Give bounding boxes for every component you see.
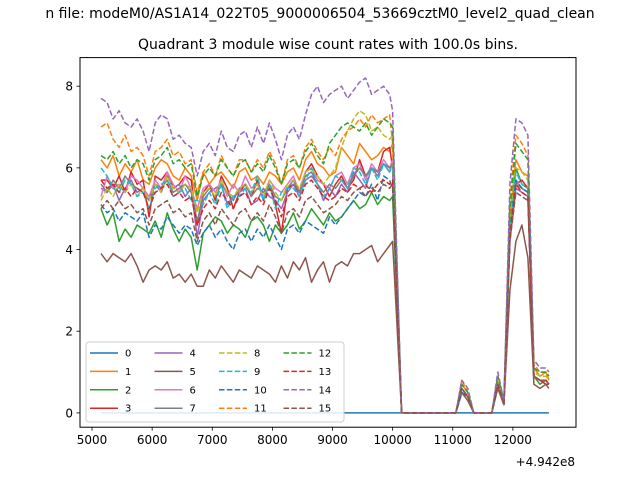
x-tick-label: 11000 (434, 433, 472, 447)
x-offset-label: +4.942e8 (516, 455, 575, 469)
y-axis: 0 2 4 6 8 (65, 80, 80, 420)
y-tick-label: 8 (65, 80, 73, 94)
legend-label-15: 15 (319, 404, 332, 415)
x-tick-label: 10000 (374, 433, 412, 447)
figure-suptitle: n file: modeM0/AS1A14_022T05_9000006504_… (45, 6, 594, 22)
x-tick-label: 8000 (257, 433, 288, 447)
legend-label-4: 4 (190, 349, 196, 360)
x-axis: 5000 6000 7000 8000 9000 10000 11000 12000 (77, 427, 532, 447)
y-tick-label: 6 (65, 161, 73, 175)
x-tick-label: 9000 (317, 433, 348, 447)
legend-label-11: 11 (254, 404, 267, 415)
y-tick-label: 0 (65, 406, 73, 420)
legend-label-9: 9 (254, 367, 260, 378)
x-tick-label: 7000 (197, 433, 228, 447)
legend-label-7: 7 (190, 404, 196, 415)
chart-title: Quadrant 3 module wise count rates with … (138, 37, 518, 53)
y-tick-label: 2 (65, 325, 73, 339)
legend-label-13: 13 (319, 367, 332, 378)
y-tick-label: 4 (65, 243, 73, 257)
legend-label-3: 3 (125, 404, 131, 415)
axes-frame (79, 57, 577, 428)
legend-label-10: 10 (254, 385, 267, 396)
series-line-8 (100, 109, 550, 414)
legend-label-0: 0 (125, 349, 131, 360)
legend-label-8: 8 (254, 349, 260, 360)
legend-label-5: 5 (190, 367, 196, 378)
legend-label-1: 1 (125, 367, 131, 378)
legend-box (85, 341, 345, 423)
x-tick-label: 12000 (494, 433, 532, 447)
x-tick-label: 6000 (137, 433, 168, 447)
legend-label-14: 14 (319, 385, 332, 396)
legend-label-12: 12 (319, 349, 332, 360)
series-line-15 (100, 183, 550, 414)
legend-label-6: 6 (190, 385, 196, 396)
plot-area (100, 77, 550, 414)
legend-label-2: 2 (125, 385, 131, 396)
x-tick-label: 5000 (77, 433, 108, 447)
